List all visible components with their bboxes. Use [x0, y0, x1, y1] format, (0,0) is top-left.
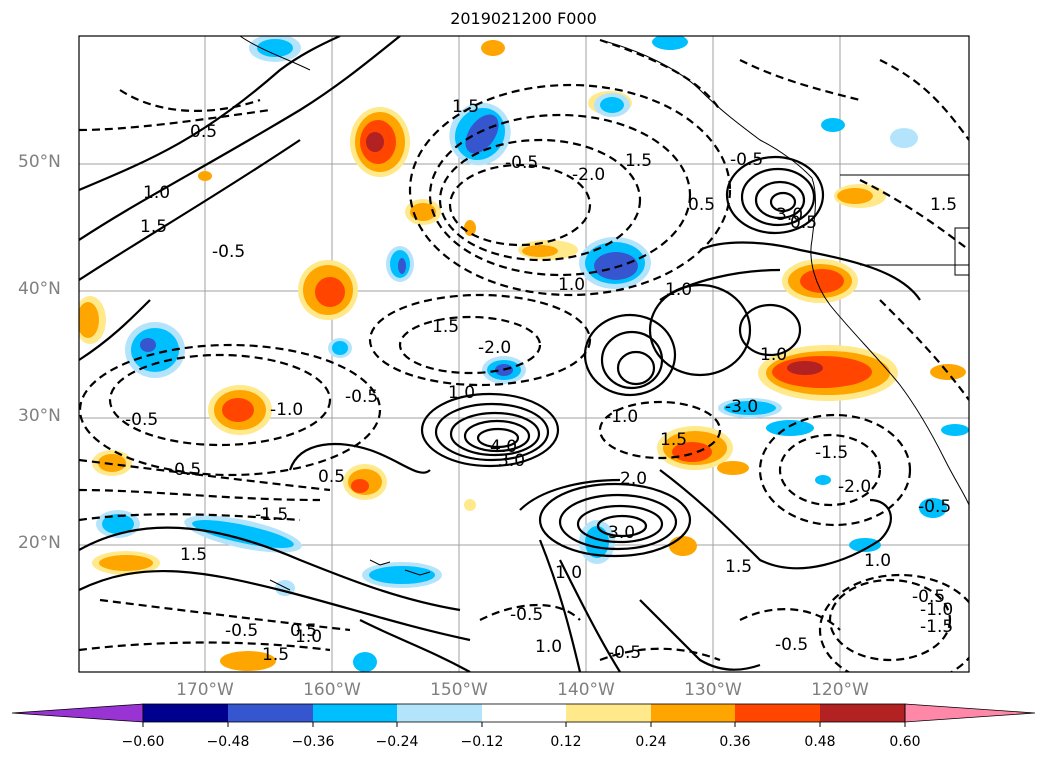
map-title: 2019021200 F000 [450, 9, 597, 28]
lat-label-40n: 40°N [18, 279, 61, 299]
contour-label: 0.5 [688, 195, 715, 215]
contour-label: 1.0 [143, 183, 170, 203]
lon-label-150w: 150°W [430, 680, 488, 700]
colorbar-tick-label: −0.24 [375, 734, 419, 750]
contour-label: 1.0 [665, 280, 692, 300]
contour-label: -1.5 [815, 443, 848, 463]
colorbar-segment [735, 704, 820, 722]
contour-label: -2.0 [478, 338, 511, 358]
contour-label: -0.5 [212, 242, 245, 262]
colorbar-segment [228, 704, 313, 722]
contour-label: 1.0 [448, 383, 475, 403]
colorbar-tick-label: −0.12 [460, 734, 504, 750]
contour-label: 1.0 [760, 345, 787, 365]
contour-label: 3.0 [776, 205, 803, 225]
contour-label: -1.0 [270, 400, 303, 420]
colorbar-segment [397, 704, 482, 722]
contour-label: -0.5 [912, 587, 945, 607]
contour-label: 1.0 [535, 637, 562, 657]
contour-label: -0.5 [225, 621, 258, 641]
contour-label: 1.5 [452, 97, 479, 117]
solid-contours [79, 36, 921, 672]
contour-label: 0.5 [790, 213, 817, 233]
lon-label-120w: 120°W [811, 680, 869, 700]
coastlines [239, 36, 969, 591]
contour-label: -1.0 [605, 407, 638, 427]
contour-label: 1.5 [140, 217, 167, 237]
colorbar-segment [820, 704, 905, 722]
colorbar [11, 703, 1036, 727]
contour-label: -0.5 [345, 387, 378, 407]
contour-label: 1.0 [864, 551, 891, 571]
contour-label: 1.5 [660, 430, 687, 450]
colorbar-tick-label: 0.60 [889, 734, 921, 750]
contour-label: -1.5 [920, 617, 953, 637]
colorbar-segment [143, 704, 228, 722]
contour-label: -0.5 [775, 635, 808, 655]
contour-label: 1.5 [930, 195, 957, 215]
contour-label: -0.5 [730, 150, 763, 170]
colorbar-segment [566, 704, 651, 722]
lon-label-160w: 160°W [303, 680, 361, 700]
colorbar-tick-label: 0.36 [719, 734, 751, 750]
lon-label-170w: 170°W [176, 680, 234, 700]
colorbar-tick-label: −0.48 [206, 734, 250, 750]
contour-label: 1.5 [725, 557, 752, 577]
colorbar-tick-label: 0.24 [635, 734, 667, 750]
lat-label-20n: 20°N [18, 533, 61, 553]
lat-label-50n: 50°N [18, 152, 61, 172]
colorbar-segment [482, 704, 566, 722]
contour-label: 1.0 [555, 563, 582, 583]
lat-label-30n: 30°N [18, 406, 61, 426]
contour-label: -2.0 [572, 165, 605, 185]
colorbar-tick-label: 0.48 [804, 734, 836, 750]
contour-label: 1.5 [432, 317, 459, 337]
colorbar-segment [651, 704, 735, 722]
colorbar-tick-label: 0.12 [550, 734, 582, 750]
contour-label: 1.0 [558, 275, 585, 295]
contour-label-group: 4.0 3.0 3.0 2.0 3.0 1.0 1.0 -2.0 1.5 -0.… [125, 97, 957, 665]
contour-label: -0.5 [918, 497, 951, 517]
contour-label: -1.5 [255, 505, 288, 525]
map-frame [78, 35, 970, 673]
colorbar-under-arrow [11, 703, 144, 723]
contour-label: -0.5 [168, 460, 201, 480]
lon-label-130w: 130°W [684, 680, 742, 700]
contour-label: 3.0 [608, 523, 635, 543]
shaded-fields [79, 36, 969, 672]
contour-label: 1.0 [295, 627, 322, 647]
map-plot-area: 4.0 3.0 3.0 2.0 3.0 1.0 1.0 -2.0 1.5 -0.… [79, 36, 969, 672]
contour-label: 3.0 [498, 451, 525, 471]
contour-label: -0.5 [505, 153, 538, 173]
lon-label-140w: 140°W [557, 680, 615, 700]
colorbar-tick-label: −0.36 [291, 734, 335, 750]
contour-label: 4.0 [490, 437, 517, 457]
contour-label: 0.5 [190, 122, 217, 142]
contour-label: -0.5 [510, 605, 543, 625]
contour-label: 2.0 [620, 469, 647, 489]
colorbar-tick-label: −0.60 [121, 734, 165, 750]
contour-label: -0.5 [608, 643, 641, 663]
contour-label: 1.5 [180, 545, 207, 565]
contour-label: -2.0 [838, 477, 871, 497]
contour-label: 0.5 [318, 467, 345, 487]
contour-label: 0.5 [290, 621, 317, 641]
colorbar-segment [313, 704, 397, 722]
colorbar-over-arrow [904, 703, 1036, 723]
contour-label: 1.5 [262, 645, 289, 665]
contour-label: -0.5 [125, 410, 158, 430]
contour-label: -3.0 [725, 397, 758, 417]
contour-label: 1.5 [625, 151, 652, 171]
negative-anomaly-shading [96, 36, 969, 672]
contour-label: -1.0 [920, 600, 953, 620]
